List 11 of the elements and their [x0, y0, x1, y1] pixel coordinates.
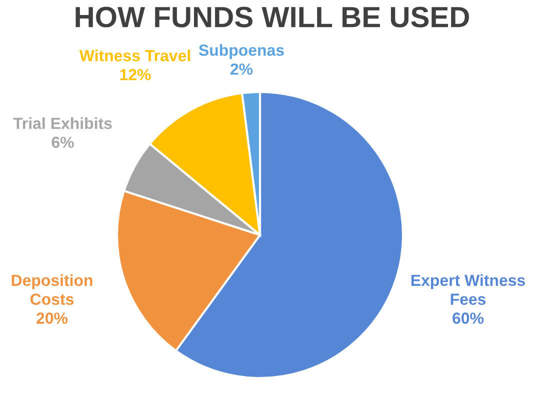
slice-label: Trial Exhibits [13, 117, 112, 130]
chart-title: HOW FUNDS WILL BE USED [76, 6, 469, 28]
data-label: 20% [36, 312, 68, 324]
data-label: 2% [230, 64, 253, 75]
slice-label: Subpoenas [198, 44, 284, 60]
data-label: 60% [452, 312, 484, 324]
slice-label: Witness Travel [79, 50, 190, 62]
data-label: 6% [52, 136, 74, 148]
slice-label: Expert Witness Fees [411, 274, 525, 305]
slice-label: Deposition Costs [12, 274, 92, 305]
data-label: 12% [120, 68, 151, 80]
